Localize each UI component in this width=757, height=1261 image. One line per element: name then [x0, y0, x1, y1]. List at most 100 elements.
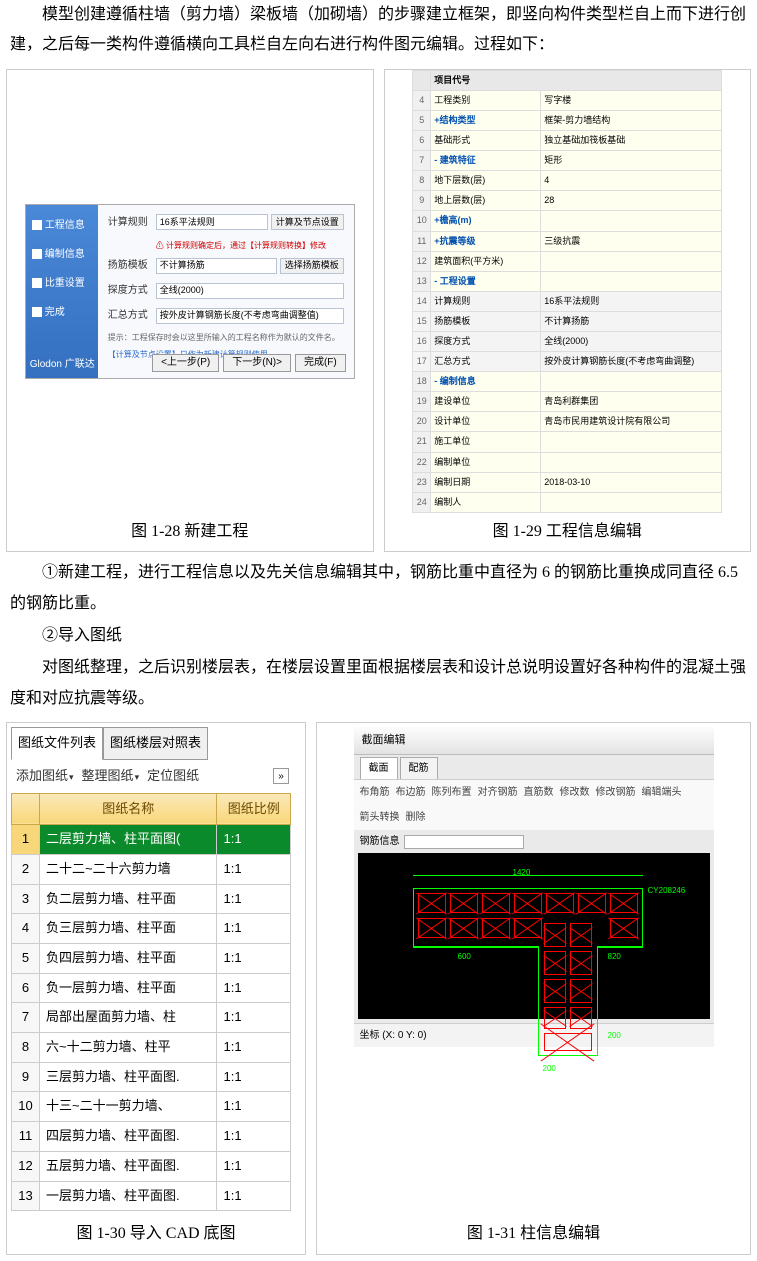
figure-row-2: 图纸文件列表 图纸楼层对照表 添加图纸▾ 整理图纸▾ 定位图纸 » 图纸名称 图…: [0, 716, 757, 1260]
table-row[interactable]: 6负一层剪力墙、柱平面1:1: [12, 973, 291, 1003]
cad-tool[interactable]: 对齐钢筋: [478, 783, 518, 802]
cad-tool[interactable]: 箭头转换: [360, 808, 400, 827]
prop-row[interactable]: 23编制日期2018-03-10: [413, 472, 722, 492]
drawing-list-panel: 图纸文件列表 图纸楼层对照表 添加图纸▾ 整理图纸▾ 定位图纸 » 图纸名称 图…: [11, 727, 291, 1211]
prop-row[interactable]: 5+结构类型框架-剪力墙结构: [413, 110, 722, 130]
prop-row[interactable]: 20设计单位青岛市民用建筑设计院有限公司: [413, 412, 722, 432]
figure-1-30: 图纸文件列表 图纸楼层对照表 添加图纸▾ 整理图纸▾ 定位图纸 » 图纸名称 图…: [6, 722, 306, 1254]
project-info-table: 项目代号 4工程类别写字楼5+结构类型框架-剪力墙结构6基础形式独立基础加筏板基…: [412, 70, 722, 513]
next-button[interactable]: 下一步(N)>: [223, 354, 291, 372]
prop-row[interactable]: 15扬筋模板不计算扬筋: [413, 311, 722, 331]
outline-close-left: [413, 946, 538, 948]
cad-tool[interactable]: 编辑端头: [642, 783, 682, 802]
rebar-box: [514, 918, 542, 938]
prop-row[interactable]: 9地上层数(层)28: [413, 191, 722, 211]
prop-row[interactable]: 6基础形式独立基础加筏板基础: [413, 131, 722, 151]
template-button[interactable]: 选择扬筋模板: [280, 258, 344, 274]
table-row[interactable]: 9三层剪力墙、柱平面图.1:1: [12, 1062, 291, 1092]
prop-row[interactable]: 19建设单位青岛利群集团: [413, 392, 722, 412]
col-name: 图纸名称: [40, 793, 217, 825]
prop-row[interactable]: 18- 编制信息: [413, 372, 722, 392]
template-label: 扬筋模板: [108, 256, 156, 275]
template-select[interactable]: 不计算扬筋: [156, 258, 277, 274]
sum-label: 汇总方式: [108, 306, 156, 325]
table-row[interactable]: 4负三层剪力墙、柱平面1:1: [12, 914, 291, 944]
table-row[interactable]: 2二十二~二十六剪力墙1:1: [12, 854, 291, 884]
rebar-box: [546, 893, 574, 913]
add-drawing-button[interactable]: 添加图纸▾: [13, 763, 77, 790]
rebar-box: [450, 918, 478, 938]
cad-tool[interactable]: 删除: [406, 808, 426, 827]
table-row[interactable]: 11四层剪力墙、柱平面图.1:1: [12, 1122, 291, 1152]
table-row[interactable]: 1二层剪力墙、柱平面图(1:1: [12, 825, 291, 855]
rebar-box: [544, 1007, 566, 1029]
section-editor-title: 截面编辑: [354, 727, 714, 755]
dim-btm-left: 200: [543, 1061, 556, 1076]
prop-row[interactable]: 24编制人: [413, 492, 722, 512]
wizard-sidebar: 工程信息 编制信息 比重设置 完成 Glodon 广联达: [26, 205, 98, 378]
prop-row[interactable]: 10+檐高(m): [413, 211, 722, 231]
table-row[interactable]: 3负二层剪力墙、柱平面1:1: [12, 884, 291, 914]
cad-tool[interactable]: 布角筋: [360, 783, 390, 802]
rebar-box: [482, 893, 510, 913]
dim-btm-right: 200: [608, 1028, 621, 1043]
wizard-step-info[interactable]: 工程信息: [26, 211, 98, 240]
prop-row[interactable]: 8地下层数(层)4: [413, 171, 722, 191]
tab-floor-map[interactable]: 图纸楼层对照表: [103, 727, 208, 760]
rebar-box: [482, 918, 510, 938]
prev-button[interactable]: <上一步(P): [152, 354, 219, 372]
prop-row[interactable]: 11+抗震等级三级抗震: [413, 231, 722, 251]
rebar-box: [570, 923, 592, 947]
table-row[interactable]: 5负四层剪力墙、柱平面1:1: [12, 944, 291, 974]
more-button[interactable]: »: [273, 768, 289, 784]
prop-row[interactable]: 13- 工程设置: [413, 271, 722, 291]
prop-row[interactable]: 22编制单位: [413, 452, 722, 472]
tab-section[interactable]: 截面: [360, 757, 398, 779]
clear-select[interactable]: 全线(2000): [156, 283, 344, 299]
figure-row-1: 工程信息 编制信息 比重设置 完成 Glodon 广联达 计算规则 16系平法规…: [0, 63, 757, 558]
tab-rebar[interactable]: 配筋: [400, 757, 438, 779]
rebar-box: [570, 951, 592, 975]
calc-rule-label: 计算规则: [108, 213, 156, 232]
wizard-step-finish[interactable]: 完成: [26, 298, 98, 327]
wizard-step-compile[interactable]: 编制信息: [26, 240, 98, 269]
finish-button[interactable]: 完成(F): [295, 354, 346, 372]
sum-select[interactable]: 按外皮计算钢筋长度(不考虑弯曲调整值): [156, 308, 344, 324]
calc-settings-button[interactable]: 计算及节点设置: [271, 214, 344, 230]
table-row[interactable]: 12五层剪力墙、柱平面图.1:1: [12, 1151, 291, 1181]
cad-tool[interactable]: 陈列布置: [432, 783, 472, 802]
table-row[interactable]: 8六~十二剪力墙、柱平1:1: [12, 1033, 291, 1063]
calc-rule-select[interactable]: 16系平法规则: [156, 214, 268, 230]
rebar-info-input[interactable]: [404, 835, 524, 849]
table-row[interactable]: 10十三~二十一剪力墙、1:1: [12, 1092, 291, 1122]
rebar-box: [544, 951, 566, 975]
rebar-box: [418, 893, 446, 913]
prop-row[interactable]: 14计算规则16系平法规则: [413, 291, 722, 311]
step-2-para: 对图纸整理，之后识别楼层表，在楼层设置里面根据楼层表和设计总说明设置好各种构件的…: [10, 653, 747, 714]
organize-drawing-button[interactable]: 整理图纸▾: [79, 763, 143, 790]
caption-1-29: 图 1-29 工程信息编辑: [385, 513, 751, 551]
locate-drawing-button[interactable]: 定位图纸: [144, 763, 202, 790]
col-scale: 图纸比例: [217, 793, 291, 825]
rebar-box: [544, 979, 566, 1003]
prop-row[interactable]: 16探度方式全线(2000): [413, 332, 722, 352]
table-row[interactable]: 13一层剪力墙、柱平面图.1:1: [12, 1181, 291, 1211]
cad-tool[interactable]: 直筋数: [524, 783, 554, 802]
rebar-box: [610, 918, 638, 938]
caption-1-31: 图 1-31 柱信息编辑: [317, 1215, 750, 1253]
prop-row[interactable]: 7- 建筑特征矩形: [413, 151, 722, 171]
table-row[interactable]: 7局部出屋面剪力墙、柱1:1: [12, 1003, 291, 1033]
prop-row[interactable]: 17汇总方式按外皮计算钢筋长度(不考虑弯曲调整): [413, 352, 722, 372]
cad-tool[interactable]: 布边筋: [396, 783, 426, 802]
prop-row[interactable]: 12建筑面积(平方米): [413, 251, 722, 271]
caption-1-28: 图 1-28 新建工程: [7, 513, 373, 551]
rebar-info-label: 钢筋信息: [360, 832, 400, 851]
tab-drawing-list[interactable]: 图纸文件列表: [11, 727, 103, 760]
dim-tag: CY208246: [648, 883, 686, 898]
prop-row[interactable]: 4工程类别写字楼: [413, 90, 722, 110]
rebar-box: [514, 893, 542, 913]
cad-tool[interactable]: 修改数: [560, 783, 590, 802]
cad-tool[interactable]: 修改钢筋: [596, 783, 636, 802]
prop-row[interactable]: 21施工单位: [413, 432, 722, 452]
wizard-step-weight[interactable]: 比重设置: [26, 269, 98, 298]
